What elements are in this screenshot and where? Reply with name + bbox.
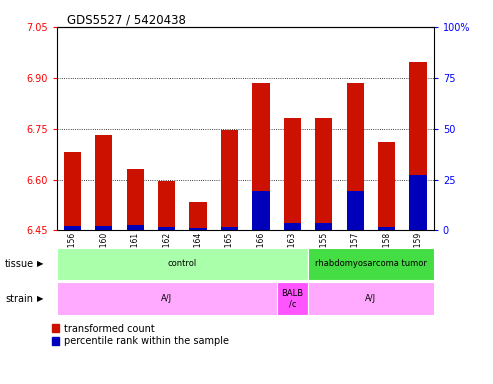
Bar [57, 248, 308, 280]
Text: tissue: tissue [5, 259, 34, 269]
Text: ▶: ▶ [37, 294, 43, 303]
Bar [158, 181, 176, 230]
Bar [277, 282, 308, 315]
Bar [189, 228, 207, 230]
Legend: transformed count, percentile rank within the sample: transformed count, percentile rank withi… [52, 324, 229, 346]
Bar [95, 226, 112, 230]
Bar [57, 282, 277, 315]
Bar [127, 169, 144, 230]
Bar [252, 83, 270, 230]
Bar [252, 191, 270, 230]
Bar [347, 83, 364, 230]
Bar [308, 282, 434, 315]
Bar [189, 202, 207, 230]
Text: GDS5527 / 5420438: GDS5527 / 5420438 [67, 13, 185, 26]
Text: BALB
/c: BALB /c [282, 289, 304, 308]
Bar [410, 63, 427, 230]
Bar [378, 142, 395, 230]
Bar [308, 248, 434, 280]
Bar [315, 118, 332, 230]
Bar [95, 136, 112, 230]
Text: control: control [168, 260, 197, 268]
Bar [378, 227, 395, 230]
Text: A/J: A/J [365, 294, 377, 303]
Bar [64, 152, 81, 230]
Bar [284, 223, 301, 230]
Text: rhabdomyosarcoma tumor: rhabdomyosarcoma tumor [315, 260, 427, 268]
Bar [221, 227, 238, 230]
Bar [347, 191, 364, 230]
Bar [127, 225, 144, 230]
Bar [410, 175, 427, 230]
Text: ▶: ▶ [37, 260, 43, 268]
Text: A/J: A/J [161, 294, 172, 303]
Bar [315, 223, 332, 230]
Text: strain: strain [5, 293, 33, 304]
Bar [158, 227, 176, 230]
Bar [284, 118, 301, 230]
Bar [221, 130, 238, 230]
Bar [64, 226, 81, 230]
